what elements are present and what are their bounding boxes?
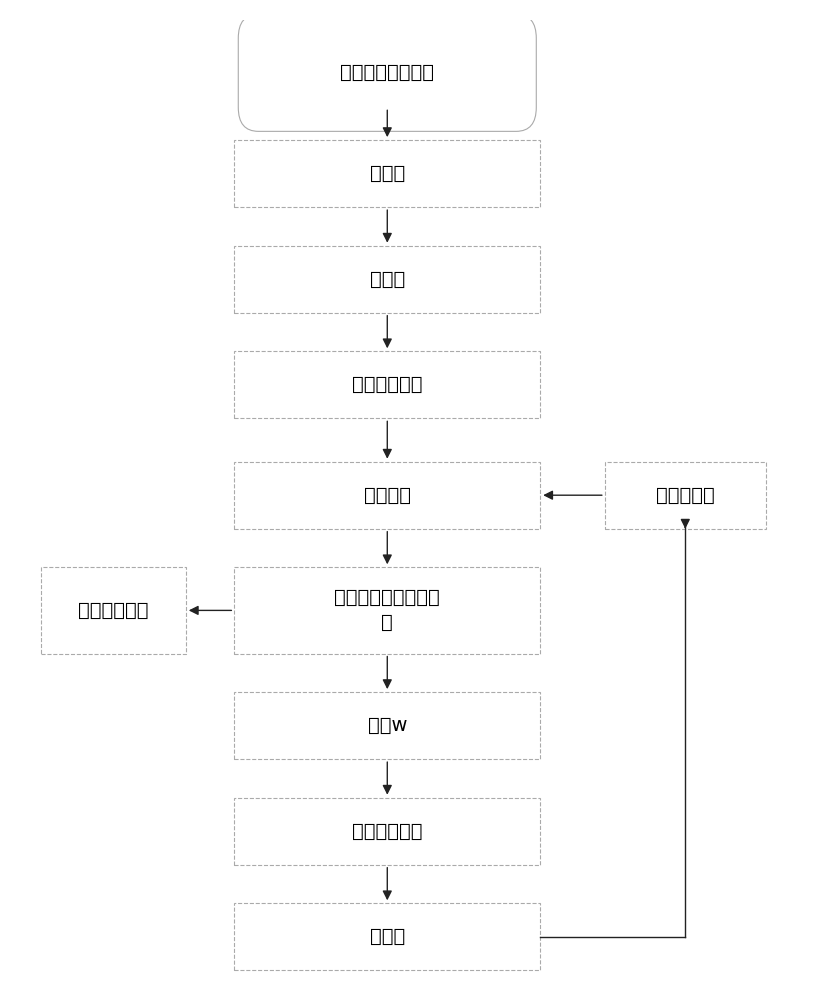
FancyBboxPatch shape xyxy=(234,462,540,529)
Text: 统计三角形分布直方
图: 统计三角形分布直方 图 xyxy=(335,588,440,632)
Text: 三角化: 三角化 xyxy=(370,270,405,289)
Text: 优化照光方向: 优化照光方向 xyxy=(352,822,423,841)
Text: 权重w: 权重w xyxy=(367,716,407,735)
FancyBboxPatch shape xyxy=(234,246,540,313)
FancyBboxPatch shape xyxy=(41,567,186,654)
Text: 获取病灶三维点云: 获取病灶三维点云 xyxy=(341,63,435,82)
FancyBboxPatch shape xyxy=(234,567,540,654)
FancyBboxPatch shape xyxy=(234,351,540,418)
Text: 单位化: 单位化 xyxy=(370,927,405,946)
Text: 光照分布评估: 光照分布评估 xyxy=(78,601,149,620)
FancyBboxPatch shape xyxy=(234,140,540,207)
Text: 三角面片参数: 三角面片参数 xyxy=(352,375,423,394)
Text: 照光角度: 照光角度 xyxy=(364,486,411,505)
Text: 投影仪位置: 投影仪位置 xyxy=(656,486,715,505)
FancyBboxPatch shape xyxy=(234,798,540,865)
FancyBboxPatch shape xyxy=(234,692,540,759)
Text: 预处理: 预处理 xyxy=(370,164,405,183)
FancyBboxPatch shape xyxy=(234,903,540,970)
FancyBboxPatch shape xyxy=(605,462,766,529)
FancyBboxPatch shape xyxy=(238,14,536,131)
